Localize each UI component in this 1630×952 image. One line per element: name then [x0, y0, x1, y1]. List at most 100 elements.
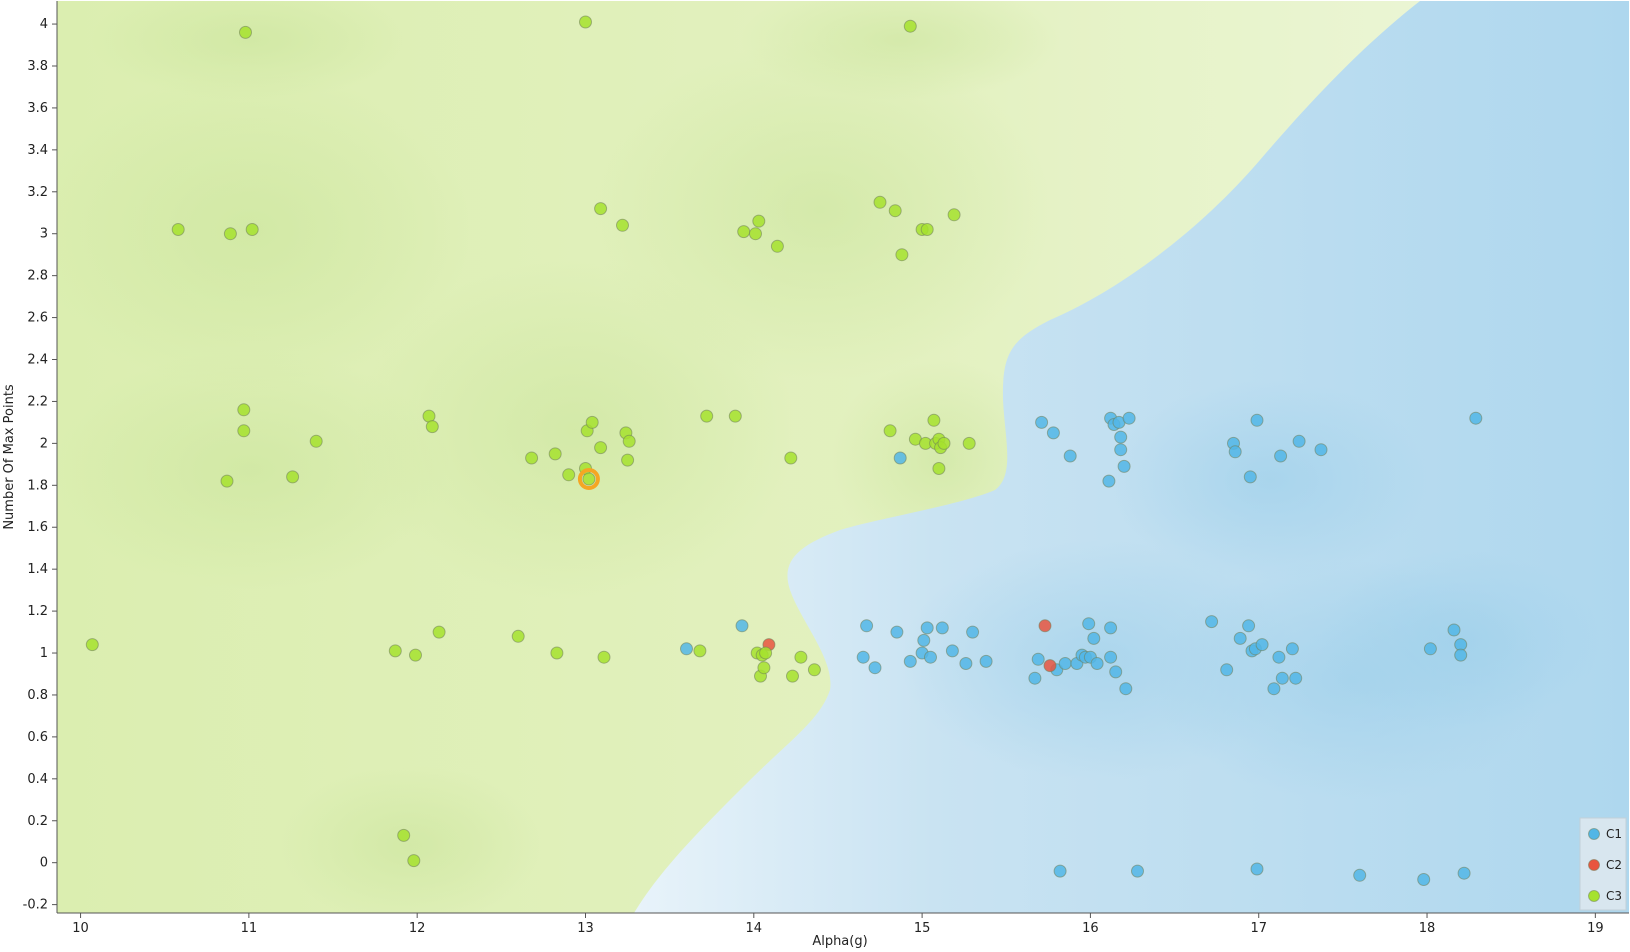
data-point-c3[interactable]	[237, 403, 251, 417]
data-point-c1[interactable]	[1292, 434, 1306, 448]
data-point-c3[interactable]	[85, 638, 99, 652]
data-point-c1[interactable]	[1082, 617, 1096, 631]
selected-point-highlight[interactable]	[577, 468, 600, 490]
data-point-c1[interactable]	[860, 619, 874, 633]
data-point-c3[interactable]	[245, 223, 259, 236]
data-point-c1[interactable]	[966, 625, 980, 639]
data-point-c3[interactable]	[171, 223, 185, 236]
data-point-c1[interactable]	[1285, 642, 1299, 656]
data-point-c3[interactable]	[432, 625, 446, 639]
data-point-c3[interactable]	[594, 441, 608, 455]
data-point-c3[interactable]	[728, 409, 742, 423]
data-point-c1[interactable]	[893, 451, 907, 465]
data-point-c1[interactable]	[920, 621, 934, 635]
data-point-c1[interactable]	[1233, 631, 1247, 645]
data-point-c1[interactable]	[1131, 864, 1144, 878]
data-point-c1[interactable]	[1457, 866, 1471, 880]
data-point-c3[interactable]	[749, 227, 762, 241]
data-point-c1[interactable]	[924, 650, 937, 664]
data-point-c1[interactable]	[1228, 445, 1242, 459]
data-point-c3[interactable]	[388, 644, 402, 658]
data-point-c3[interactable]	[621, 453, 635, 467]
data-point-c1[interactable]	[1102, 474, 1116, 488]
data-point-c3[interactable]	[407, 854, 421, 868]
data-point-c1[interactable]	[935, 621, 949, 635]
data-point-c3[interactable]	[888, 204, 902, 218]
data-point-c1[interactable]	[1205, 615, 1219, 629]
data-point-c1[interactable]	[945, 644, 959, 658]
data-point-c1[interactable]	[1267, 682, 1281, 696]
data-point-c3[interactable]	[937, 436, 951, 450]
data-point-c1[interactable]	[1274, 449, 1288, 463]
data-point-c1[interactable]	[1109, 665, 1123, 679]
data-point-c3[interactable]	[616, 218, 629, 232]
data-point-c1[interactable]	[1423, 642, 1437, 656]
data-point-c3[interactable]	[752, 214, 766, 228]
data-point-c1[interactable]	[1255, 638, 1269, 652]
data-point-c1[interactable]	[1058, 657, 1072, 670]
data-point-c3[interactable]	[579, 15, 592, 29]
data-point-c1[interactable]	[959, 657, 973, 670]
data-point-c1[interactable]	[1454, 648, 1468, 662]
data-point-c1[interactable]	[735, 619, 749, 633]
data-point-c3[interactable]	[511, 629, 525, 643]
data-point-c1[interactable]	[1114, 430, 1128, 444]
data-point-c1[interactable]	[1104, 621, 1118, 635]
data-point-c1[interactable]	[868, 661, 882, 675]
data-point-c1[interactable]	[1250, 413, 1264, 427]
data-point-c3[interactable]	[409, 648, 422, 662]
data-point-c3[interactable]	[425, 420, 439, 434]
data-point-c3[interactable]	[786, 669, 799, 683]
data-point-c3[interactable]	[737, 225, 751, 239]
data-point-c1[interactable]	[1122, 411, 1136, 425]
data-point-c3[interactable]	[597, 650, 611, 664]
data-point-c3[interactable]	[585, 415, 599, 429]
data-point-c1[interactable]	[1117, 459, 1131, 473]
data-point-c3[interactable]	[700, 409, 714, 423]
data-point-c1[interactable]	[1114, 443, 1128, 457]
data-point-c1[interactable]	[1272, 650, 1286, 664]
data-point-c1[interactable]	[1046, 426, 1060, 440]
data-point-c1[interactable]	[890, 625, 904, 639]
data-point-c1[interactable]	[1469, 411, 1483, 425]
data-point-c3[interactable]	[525, 451, 539, 465]
data-point-c3[interactable]	[550, 646, 564, 660]
data-point-c3[interactable]	[757, 661, 771, 675]
data-point-c3[interactable]	[770, 239, 784, 253]
data-point-c3[interactable]	[920, 223, 934, 236]
data-point-c1[interactable]	[1243, 470, 1257, 484]
data-point-c3[interactable]	[873, 195, 887, 209]
data-point-c3[interactable]	[286, 470, 300, 484]
data-point-c3[interactable]	[947, 208, 961, 222]
data-point-c3[interactable]	[693, 644, 707, 658]
data-point-c1[interactable]	[1063, 449, 1077, 463]
data-point-c1[interactable]	[1220, 663, 1234, 677]
data-point-c1[interactable]	[856, 650, 870, 664]
data-point-c1[interactable]	[1242, 619, 1256, 633]
data-point-c1[interactable]	[1275, 671, 1289, 685]
data-point-c3[interactable]	[582, 472, 596, 486]
data-point-c1[interactable]	[1289, 671, 1303, 685]
data-point-c1[interactable]	[1028, 671, 1042, 685]
data-point-c1[interactable]	[1353, 868, 1367, 882]
data-point-c3[interactable]	[223, 227, 237, 241]
data-point-c3[interactable]	[220, 474, 234, 488]
data-point-c1[interactable]	[1314, 443, 1328, 457]
data-point-c3[interactable]	[309, 434, 323, 448]
data-point-c3[interactable]	[759, 646, 773, 660]
data-point-c1[interactable]	[1119, 682, 1133, 696]
data-point-c3[interactable]	[962, 436, 976, 450]
data-point-c2[interactable]	[1038, 619, 1052, 633]
data-point-c3[interactable]	[794, 650, 808, 664]
data-point-c3[interactable]	[622, 434, 636, 448]
data-point-c3[interactable]	[548, 447, 562, 461]
data-point-c1[interactable]	[1087, 631, 1101, 645]
data-point-c3[interactable]	[927, 413, 941, 427]
data-point-c1[interactable]	[979, 654, 993, 668]
data-point-c1[interactable]	[1090, 657, 1104, 670]
data-point-c3[interactable]	[883, 424, 897, 438]
data-point-c1[interactable]	[917, 633, 931, 647]
data-point-c3[interactable]	[895, 248, 909, 262]
data-point-c3[interactable]	[807, 663, 821, 677]
data-point-c3[interactable]	[594, 202, 608, 216]
